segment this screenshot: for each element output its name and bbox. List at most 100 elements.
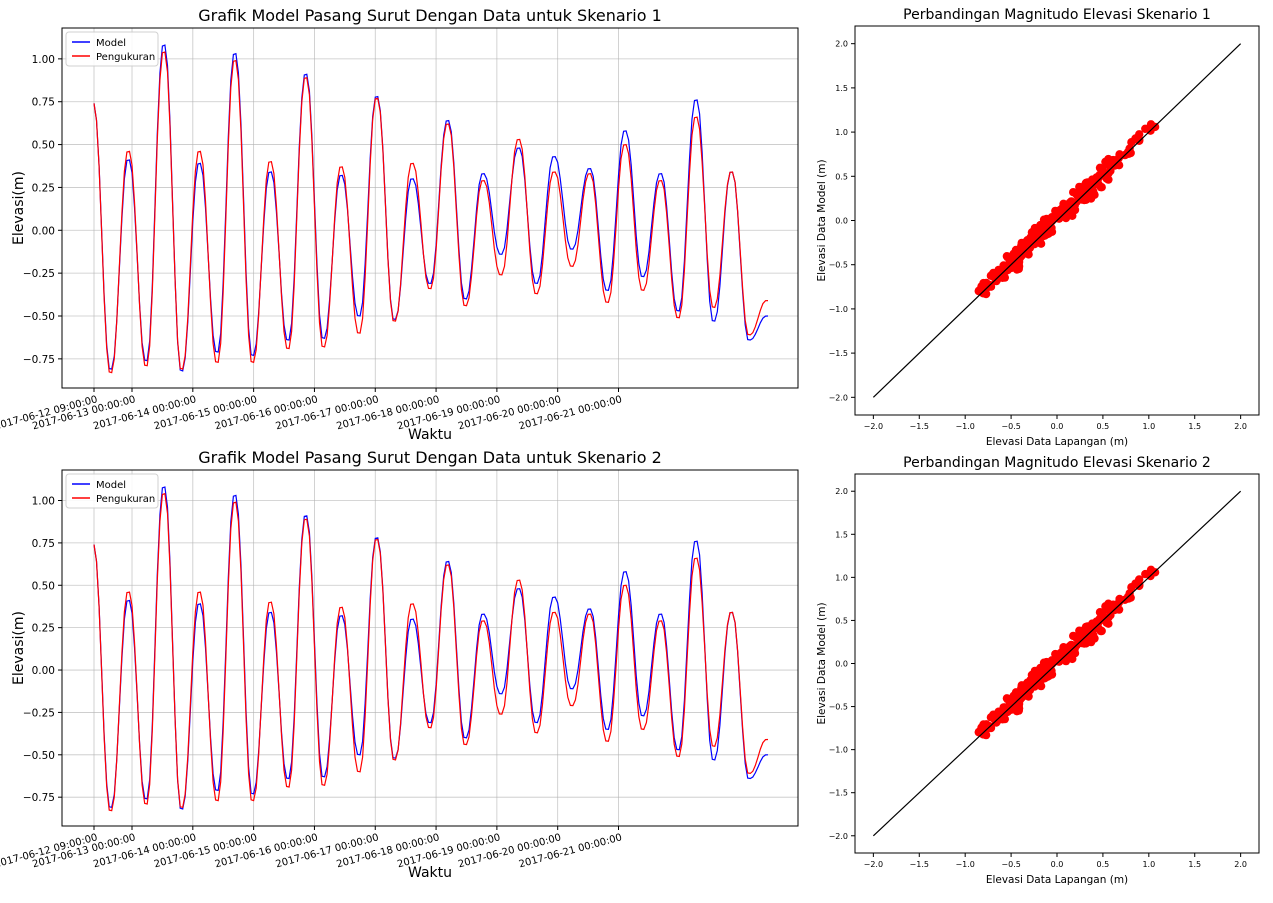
scatter-point (979, 289, 988, 298)
scatter-point (1048, 657, 1057, 667)
scatter-point (1003, 707, 1012, 717)
y-axis-label: Elevasi Data Model (m) (816, 602, 828, 724)
x-tick-label: 1.0 (1142, 422, 1155, 431)
scatter-point (1009, 249, 1018, 258)
scatter-point (1146, 565, 1156, 574)
x-tick-label: 2.0 (1234, 422, 1247, 431)
y-tick-label: −0.75 (23, 354, 55, 366)
scatter-point (1060, 205, 1069, 214)
y-tick-label: −0.25 (23, 707, 55, 719)
scatter-point (1146, 120, 1156, 129)
plot-frame (61, 27, 799, 389)
y-tick-label: 1.00 (32, 54, 55, 66)
y-tick-label: −1.0 (829, 746, 848, 755)
x-axis-label: Waktu (408, 865, 452, 881)
scatter-point (1102, 618, 1111, 627)
scatter-point (1095, 163, 1105, 172)
y-tick-label: −2.0 (829, 832, 848, 841)
scatter-point (979, 730, 988, 739)
plot-frame (61, 469, 799, 827)
scatter-point (1088, 619, 1097, 628)
legend-label-model: Model (96, 38, 126, 49)
scatter-point (1060, 648, 1069, 657)
x-tick-label: −0.5 (1001, 860, 1020, 869)
scatter-point (1095, 608, 1105, 617)
scatter-point (1086, 187, 1096, 196)
y-tick-label: 0.00 (32, 665, 55, 677)
timeseries-chart-skenario-1: Grafik Model Pasang Surut Dengan Data un… (0, 6, 799, 443)
y-tick-label: 0.5 (835, 172, 848, 181)
scatter-chart-skenario-2: Perbandingan Magnitudo Elevasi Skenario … (816, 455, 1260, 886)
scatter-point (1104, 154, 1113, 164)
chart-title: Grafik Model Pasang Surut Dengan Data un… (198, 448, 662, 467)
scatter-panel-skenario-2: Perbandingan Magnitudo Elevasi Skenario … (810, 448, 1273, 903)
y-tick-label: 0.5 (835, 616, 848, 625)
scatter-point (1003, 266, 1012, 275)
scatter-point (988, 712, 997, 721)
identity-line (872, 490, 1242, 837)
scatter-point (1095, 614, 1104, 624)
y-tick-label: −0.5 (829, 703, 848, 712)
x-tick-label: −1.5 (910, 860, 929, 869)
scatter-point (1088, 175, 1097, 184)
x-tick-label: 0.5 (1097, 860, 1110, 869)
y-tick-label: −1.5 (829, 349, 848, 358)
legend-box (65, 31, 159, 67)
x-axis-label: Elevasi Data Lapangan (m) (986, 874, 1128, 886)
timeseries-chart-skenario-2: Grafik Model Pasang Surut Dengan Data un… (0, 448, 799, 881)
scatter-panel-skenario-1: Perbandingan Magnitudo Elevasi Skenario … (810, 0, 1273, 452)
y-tick-label: 1.0 (835, 128, 848, 137)
scatter-point (1081, 622, 1091, 632)
legend-label-pengukuran: Pengukuran (96, 52, 155, 63)
scatter-chart-skenario-1: Perbandingan Magnitudo Elevasi Skenario … (816, 7, 1260, 448)
chart-title: Perbandingan Magnitudo Elevasi Skenario … (903, 455, 1211, 471)
x-axis-label: Waktu (408, 427, 452, 443)
scatter-point (1024, 250, 1033, 259)
y-tick-label: 0.75 (32, 97, 55, 109)
scatter-point (1102, 174, 1111, 183)
scatter-point (1017, 251, 1026, 260)
scatter-point (1042, 227, 1051, 236)
legend-box (65, 473, 159, 509)
x-tick-label: −1.5 (910, 422, 929, 431)
y-tick-label: 0.0 (835, 217, 848, 226)
y-tick-label: 2.0 (835, 40, 848, 49)
x-tick-label: 0.5 (1097, 422, 1110, 431)
chart-title: Perbandingan Magnitudo Elevasi Skenario … (903, 7, 1211, 23)
scatter-point (1106, 166, 1115, 176)
legend-label-model: Model (96, 480, 126, 491)
x-tick-label: −1.0 (955, 422, 974, 431)
scatter-point (1014, 702, 1023, 711)
scatter-point (1042, 670, 1051, 679)
series-line-model (93, 44, 769, 372)
y-tick-label: 0.50 (32, 580, 55, 592)
x-tick-label: −1.0 (955, 860, 974, 869)
scatter-point (1115, 594, 1124, 604)
series-line-model (93, 486, 769, 810)
y-tick-label: 2.0 (835, 487, 848, 496)
x-tick-label: 1.0 (1142, 860, 1155, 869)
scatter-point (1079, 192, 1088, 201)
scatter-point (983, 722, 992, 731)
y-axis-label: Elevasi(m) (11, 611, 27, 685)
x-tick-label: 1.5 (1188, 422, 1201, 431)
y-tick-label: −0.5 (829, 261, 848, 270)
x-tick-label: 2.0 (1234, 860, 1247, 869)
y-tick-label: 0.75 (32, 538, 55, 550)
x-tick-label: 0.0 (1051, 860, 1064, 869)
y-tick-label: 1.5 (835, 84, 848, 93)
y-tick-label: −2.0 (829, 393, 848, 402)
plot-frame (854, 473, 1260, 854)
scatter-point (1115, 150, 1124, 159)
chart-title: Grafik Model Pasang Surut Dengan Data un… (198, 6, 662, 25)
y-tick-label: 0.25 (32, 182, 55, 194)
x-tick-label: 2017-06-21 00:00:00 (518, 394, 623, 432)
scatter-point (1106, 611, 1115, 620)
y-tick-label: 0.25 (32, 623, 55, 635)
y-tick-label: 0.00 (32, 225, 55, 237)
y-tick-label: 1.00 (32, 496, 55, 508)
y-axis-label: Elevasi(m) (11, 171, 27, 245)
y-tick-label: −0.50 (23, 311, 55, 323)
identity-line (872, 43, 1242, 398)
scatter-point (1104, 599, 1113, 608)
